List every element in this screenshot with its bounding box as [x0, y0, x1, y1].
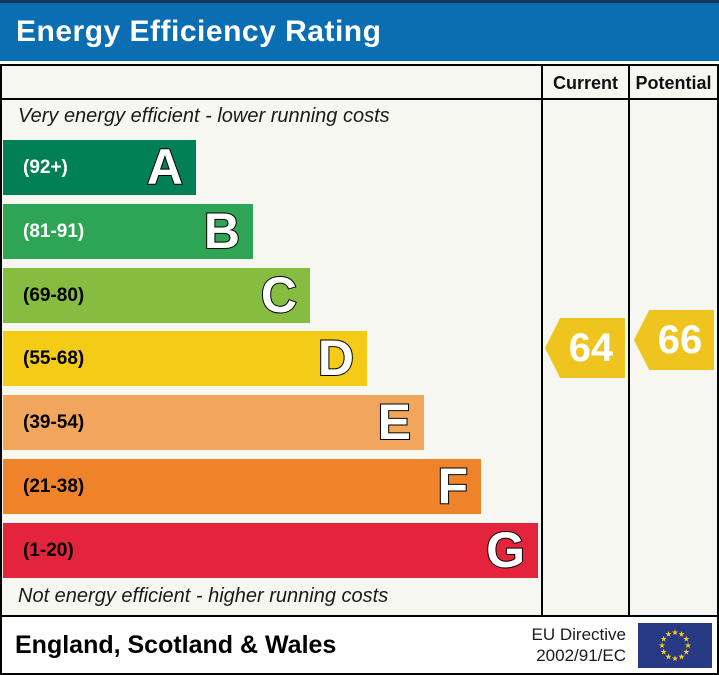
band-g-range: (1-20)	[23, 539, 74, 561]
footer-bar: England, Scotland & Wales EU Directive 2…	[0, 617, 719, 675]
column-divider	[541, 66, 543, 615]
band-b-range: (81-91)	[23, 220, 85, 242]
band-b: (81-91) B	[3, 203, 253, 260]
band-a-letter: A	[146, 139, 184, 196]
band-e: (39-54) E	[3, 394, 424, 451]
current-rating-marker: 64	[545, 318, 625, 378]
eu-directive-line2: 2002/91/EC	[536, 646, 626, 665]
column-header-potential: Potential	[635, 73, 712, 93]
page-title: Energy Efficiency Rating	[16, 15, 382, 48]
band-c-letter: C	[260, 267, 298, 324]
band-c: (69-80) C	[3, 267, 310, 324]
band-d-letter: D	[317, 330, 355, 387]
potential-rating-value: 66	[657, 317, 703, 362]
title-bar: Energy Efficiency Rating	[0, 0, 719, 61]
top-note: Very energy efficient - lower running co…	[18, 105, 390, 127]
band-d-range: (55-68)	[23, 347, 85, 369]
band-a-range: (92+)	[23, 156, 68, 178]
column-divider	[628, 66, 630, 615]
band-e-range: (39-54)	[23, 411, 85, 433]
band-a: (92+) A	[3, 139, 196, 196]
band-e-letter: E	[377, 394, 412, 451]
eu-directive-line1: EU Directive	[531, 624, 626, 644]
eu-directive-label: EU Directive 2002/91/EC	[532, 624, 626, 667]
region-label: England, Scotland & Wales	[15, 630, 337, 659]
band-g: (1-20) G	[3, 522, 538, 579]
bottom-note: Not energy efficient - higher running co…	[18, 585, 389, 607]
band-f-range: (21-38)	[23, 475, 85, 497]
band-b-letter: B	[203, 203, 241, 260]
band-f: (21-38) F	[3, 458, 481, 515]
band-c-range: (69-80)	[23, 284, 85, 306]
header-divider	[2, 98, 717, 100]
band-d: (55-68) D	[3, 330, 367, 387]
column-header-current: Current	[552, 73, 618, 93]
eu-flag-icon	[638, 622, 712, 668]
band-g-letter: G	[485, 522, 526, 579]
potential-rating-marker: 66	[634, 310, 714, 370]
current-rating-value: 64	[568, 325, 614, 370]
band-f-letter: F	[436, 458, 469, 515]
